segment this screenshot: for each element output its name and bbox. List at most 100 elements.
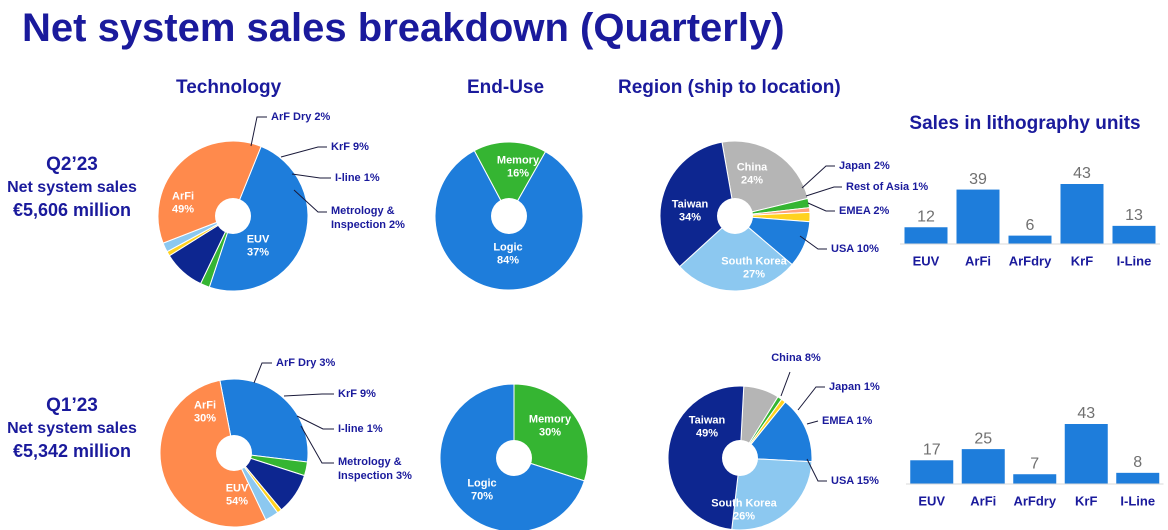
leader-line: [250, 116, 267, 147]
pie-slice-memory: [473, 141, 547, 218]
pie-slice-china: [721, 140, 809, 217]
quarter-label: Q2’23: [46, 154, 98, 175]
bar-value-label: 7: [1030, 455, 1039, 472]
litho-q2-chart: 12 EUV 39 ArFi 6 ArFdry 43 KrF 13 I-Line: [900, 165, 1160, 268]
region-q2-chart: [659, 140, 842, 292]
slice-label-logic: Logic: [493, 241, 522, 253]
bar-value-label: 8: [1133, 454, 1142, 471]
pie-slice-taiwan: [667, 385, 745, 530]
bar-category-label: KrF: [1071, 253, 1093, 268]
bar-category-label: EUV: [918, 493, 945, 508]
pie-slice-usa: [738, 401, 813, 463]
slice-label-logic: 70%: [471, 490, 493, 502]
leader-line: [291, 173, 331, 179]
bar-arfdry: [1008, 235, 1052, 244]
net-sales-label: Net system sales: [7, 179, 137, 196]
pie-center-hole: [717, 198, 753, 234]
leader-line: [283, 393, 334, 397]
bar-euv: [910, 460, 954, 484]
slice-label-memory: Memory: [497, 154, 540, 166]
pie-slice-euv: [157, 140, 262, 244]
technology-header: Technology: [176, 77, 282, 98]
slice-label-logic: 84%: [497, 254, 519, 266]
slice-label-taiwan: 49%: [696, 427, 718, 439]
bar-krf: [1064, 424, 1108, 484]
leader-line: [253, 362, 272, 384]
slice-label-metrology-inspection: Metrology &: [331, 205, 395, 217]
leader-line: [797, 386, 825, 411]
bar-value-label: 13: [1125, 207, 1143, 224]
slice-label-taiwan: Taiwan: [689, 414, 726, 426]
slice-label-arfi: ArFi: [172, 190, 194, 202]
slice-label-i-line: I-line 1%: [338, 423, 383, 435]
page-title: Net system sales breakdown (Quarterly): [22, 6, 785, 50]
region-q1-chart: [667, 371, 827, 530]
bar-value-label: 12: [917, 208, 935, 225]
slice-label-arfi: 30%: [194, 412, 216, 424]
slice-label-south-korea: 27%: [743, 268, 765, 280]
slice-label-usa: USA 10%: [831, 243, 879, 255]
end-use-header: End-Use: [467, 77, 545, 98]
slice-label-metrology-inspection: Inspection 3%: [338, 470, 412, 482]
q1-label-block: Q1’23 Net system sales €5,342 million: [0, 393, 147, 462]
bar-arfi: [956, 189, 1000, 244]
region-header: Region (ship to location): [618, 77, 841, 98]
bar-euv: [904, 227, 948, 244]
slice-label-i-line: I-line 1%: [335, 172, 380, 184]
slice-label-arf-dry: ArF Dry 2%: [271, 111, 331, 123]
slice-label-memory: 16%: [507, 167, 529, 179]
bar-i-line: [1116, 472, 1160, 484]
leader-line: [300, 425, 334, 464]
bar-category-label: I-Line: [1120, 493, 1155, 508]
leader-line: [280, 146, 327, 158]
pie-slice-taiwan: [659, 141, 736, 268]
bar-value-label: 39: [969, 171, 987, 188]
slice-label-euv: 37%: [247, 246, 269, 258]
leader-line: [807, 202, 835, 212]
slice-label-euv: EUV: [247, 233, 270, 245]
slice-label-metrology-inspection: Inspection 2%: [331, 219, 405, 231]
slice-label-south-korea: 26%: [733, 510, 755, 522]
bar-krf: [1060, 184, 1104, 244]
pie-slice-arfi: [208, 145, 309, 292]
slice-label-euv: EUV: [226, 482, 249, 494]
slice-label-arfi: 49%: [172, 203, 194, 215]
slice-label-metrology-inspection: Metrology &: [338, 456, 402, 468]
slice-label-japan: Japan 2%: [839, 160, 890, 172]
bar-value-label: 43: [1073, 165, 1091, 182]
slice-label-krf: KrF 9%: [331, 141, 369, 153]
bar-value-label: 6: [1026, 217, 1035, 234]
pie-center-hole: [491, 198, 527, 234]
pie-center-hole: [215, 198, 251, 234]
leader-line: [806, 458, 827, 482]
bar-arfi: [961, 449, 1005, 484]
leader-line: [805, 186, 842, 197]
slice-label-china: China: [737, 161, 768, 173]
bar-i-line: [1112, 225, 1156, 244]
leader-line: [296, 415, 334, 430]
bar-value-label: 25: [974, 430, 992, 447]
bar-value-label: 43: [1077, 405, 1095, 422]
enduse-q1-chart: [439, 383, 589, 530]
pie-slice-euv: [159, 379, 267, 528]
leader-line: [801, 165, 835, 189]
slice-label-arfi: ArFi: [194, 399, 216, 411]
pie-center-hole: [216, 435, 252, 471]
pie-slice-memory: [513, 383, 589, 482]
bar-category-label: EUV: [913, 253, 940, 268]
tech-q1-chart: [159, 362, 334, 528]
net-sales-label: Net system sales: [7, 420, 137, 437]
slice-label-china: China 8%: [771, 352, 821, 364]
leader-line: [806, 420, 819, 425]
pie-center-hole: [496, 440, 532, 476]
q2-label-block: Q2’23 Net system sales €5,606 million: [0, 152, 147, 221]
slice-label-arf-dry: ArF Dry 3%: [276, 357, 336, 369]
slice-label-usa: USA 15%: [831, 475, 879, 487]
bar-category-label: ArFdry: [1009, 253, 1052, 268]
quarter-label: Q1’23: [46, 395, 98, 416]
enduse-q2-chart: [434, 141, 584, 291]
slice-label-taiwan: Taiwan: [672, 198, 709, 210]
slice-label-memory: Memory: [529, 413, 572, 425]
slice-label-taiwan: 34%: [679, 211, 701, 223]
